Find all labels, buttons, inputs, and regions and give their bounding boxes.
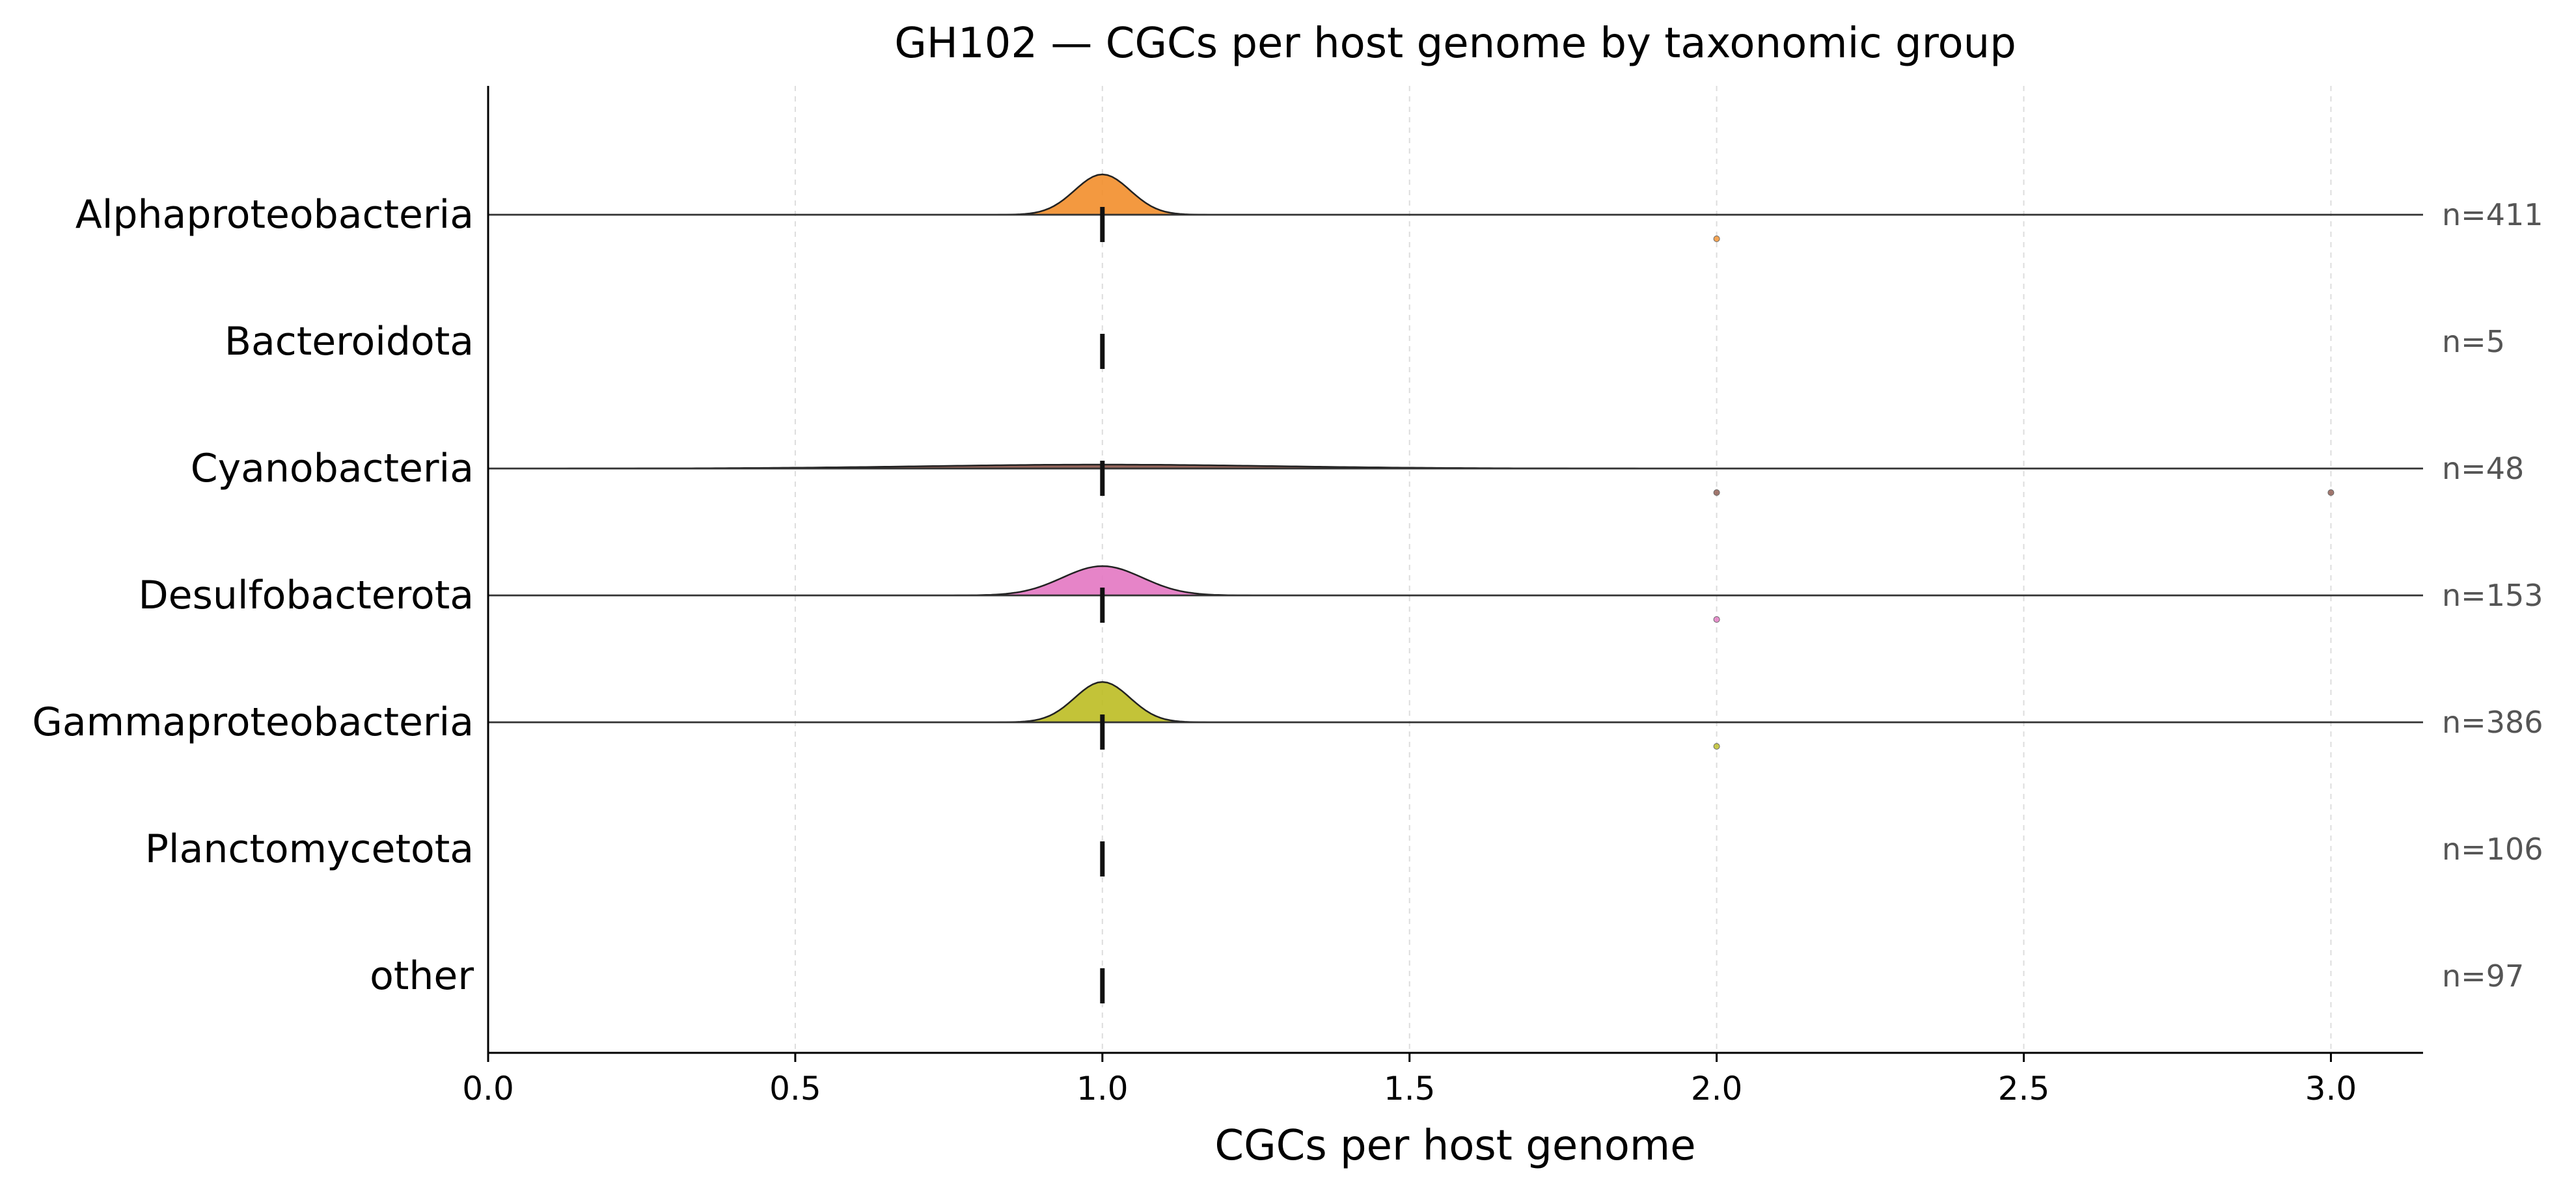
sample-size-label: n=106 bbox=[2442, 832, 2543, 867]
x-axis-label: CGCs per host genome bbox=[1214, 1122, 1695, 1170]
grid-layer bbox=[794, 86, 2332, 1053]
y-category-label: Bacteroidota bbox=[225, 319, 474, 364]
x-tick-label: 1.0 bbox=[1076, 1070, 1129, 1108]
x-tick-label: 2.0 bbox=[1691, 1070, 1743, 1108]
x-tick-label: 0.0 bbox=[462, 1070, 514, 1108]
x-tick-label: 2.5 bbox=[1998, 1070, 2050, 1108]
y-category-label: Gammaproteobacteria bbox=[32, 700, 474, 745]
x-tick-label: 0.5 bbox=[769, 1070, 821, 1108]
density-ridge bbox=[488, 173, 2423, 216]
sample-size-label: n=97 bbox=[2442, 958, 2524, 994]
sample-size-label: n=153 bbox=[2442, 578, 2543, 613]
y-category-label: Desulfobacterota bbox=[138, 573, 474, 618]
x-tick-label: 1.5 bbox=[1384, 1070, 1436, 1108]
y-category-label: other bbox=[370, 953, 474, 999]
outlier-point bbox=[1713, 743, 1720, 750]
tick-layer: 0.0 0.5 1.0 1.5 2.0 2.5 3.0 Alphaproteobacteria… bbox=[32, 192, 2543, 1108]
x-tick-label: 3.0 bbox=[2305, 1070, 2357, 1108]
ridge-layer bbox=[488, 173, 2423, 1003]
axis-layer bbox=[487, 86, 2423, 1054]
sample-size-label: n=5 bbox=[2442, 324, 2505, 359]
outlier-point bbox=[1713, 616, 1720, 623]
sample-size-label: n=411 bbox=[2442, 197, 2543, 232]
density-ridge bbox=[488, 681, 2423, 724]
outlier-point bbox=[1713, 236, 1720, 242]
y-category-label: Alphaproteobacteria bbox=[75, 192, 474, 238]
chart-title: GH102 — CGCs per host genome by taxonomi… bbox=[894, 20, 2016, 68]
density-ridge bbox=[488, 565, 2423, 597]
sample-size-label: n=48 bbox=[2442, 451, 2524, 486]
y-category-label: Cyanobacteria bbox=[191, 446, 474, 491]
outlier-point bbox=[1713, 489, 1720, 496]
sample-size-label: n=386 bbox=[2442, 705, 2543, 740]
outlier-point bbox=[2327, 489, 2335, 496]
y-category-label: Planctomycetota bbox=[145, 826, 474, 872]
